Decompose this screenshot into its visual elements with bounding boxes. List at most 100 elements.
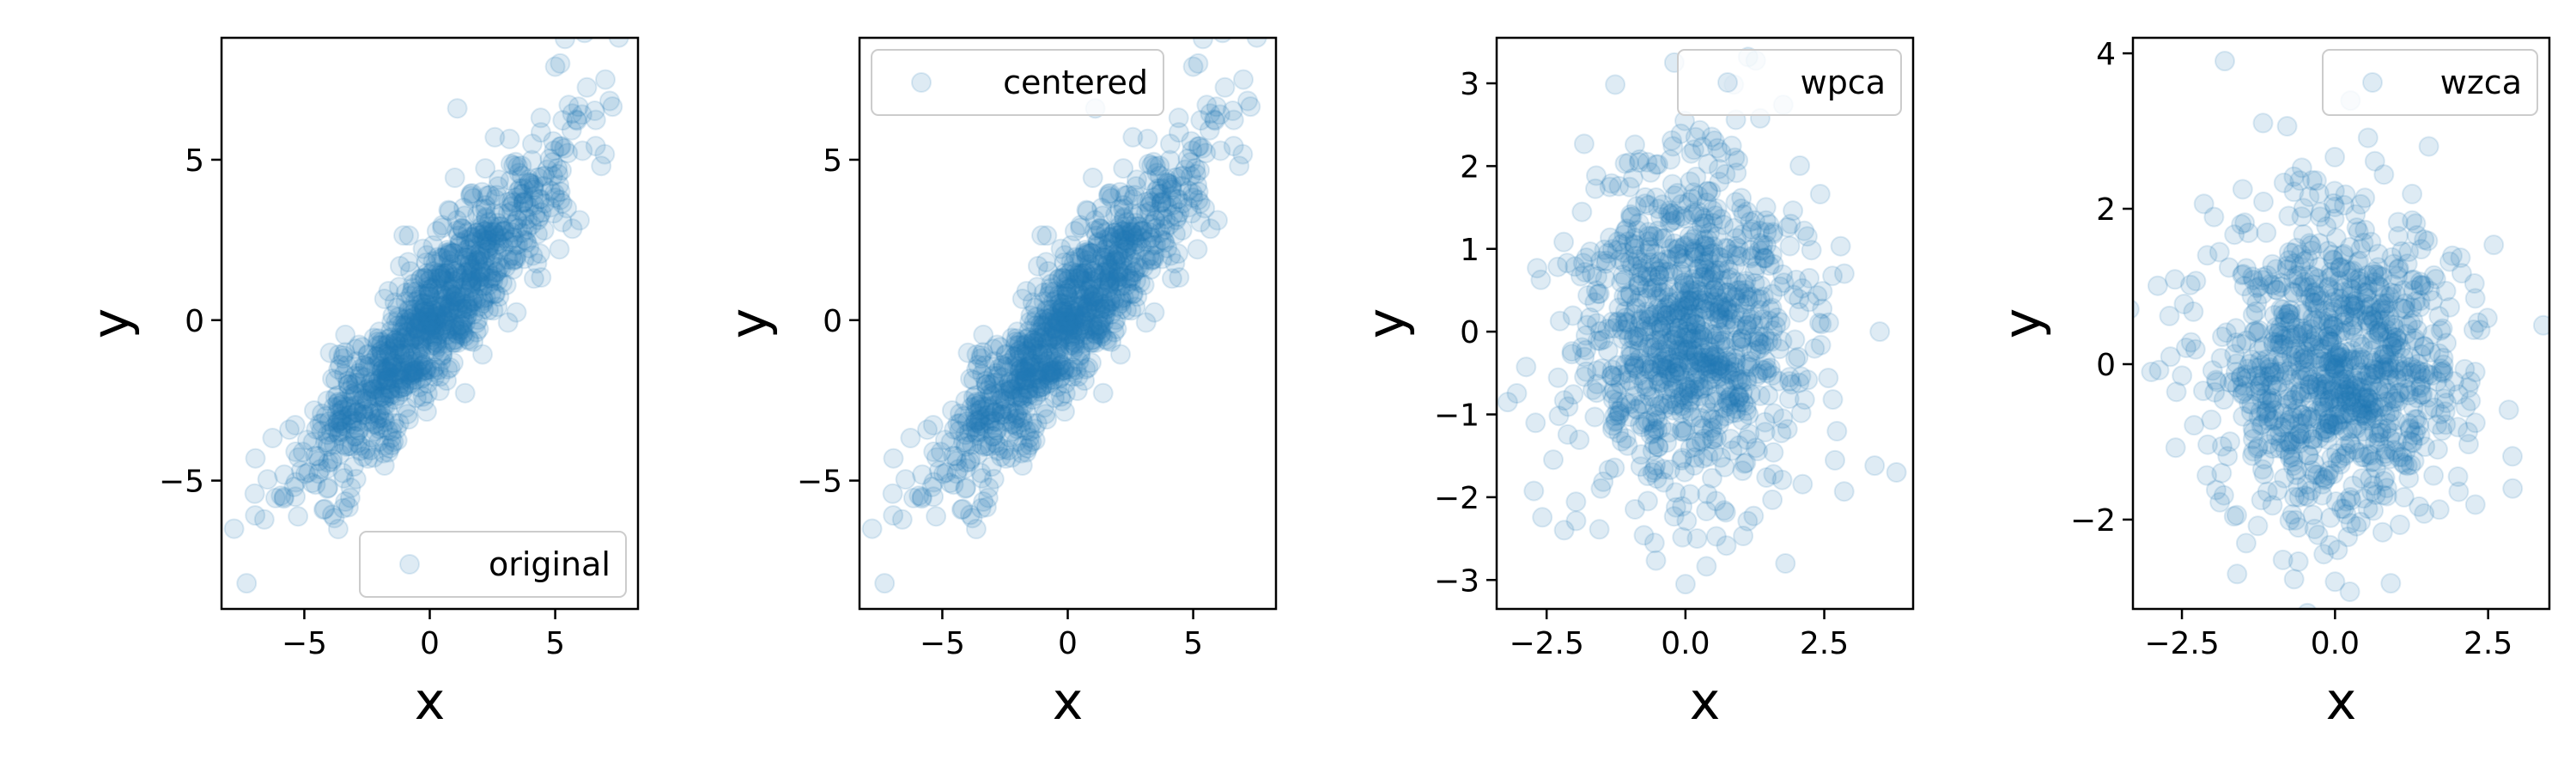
scatter-point — [2274, 328, 2295, 350]
scatter-point — [434, 288, 456, 309]
scatter-point — [2332, 277, 2354, 299]
scatter-point — [1643, 226, 1665, 247]
scatter-point — [1150, 222, 1171, 244]
scatter-point — [1532, 507, 1553, 528]
scatter-point — [1034, 361, 1055, 382]
scatter-point — [1094, 307, 1115, 328]
scatter-point — [478, 275, 500, 296]
scatter-point — [1701, 467, 1722, 489]
scatter-point — [1001, 327, 1023, 349]
scatter-point — [2306, 170, 2327, 192]
scatter-point — [2219, 372, 2240, 393]
scatter-point — [440, 259, 461, 280]
scatter-point — [1686, 343, 1707, 364]
scatter-point — [1113, 287, 1134, 308]
scatter-point — [2387, 391, 2409, 412]
scatter-point — [518, 168, 539, 190]
scatter-point — [2393, 298, 2415, 320]
scatter-point — [519, 172, 540, 193]
scatter-point — [995, 344, 1017, 366]
scatter-point — [343, 386, 365, 406]
scatter-point — [2315, 379, 2336, 400]
scatter-point — [337, 496, 359, 518]
scatter-point — [2367, 243, 2389, 265]
scatter-point — [1015, 360, 1036, 381]
scatter-point — [1113, 247, 1134, 269]
scatter-point — [328, 392, 349, 412]
scatter-point — [1085, 332, 1107, 353]
scatter-point — [380, 385, 401, 406]
scatter-point — [2250, 400, 2271, 422]
scatter-point — [2184, 415, 2205, 436]
scatter-point — [2318, 409, 2339, 430]
scatter-point — [484, 189, 506, 210]
scatter-point — [1642, 225, 1663, 247]
scatter-point — [1659, 200, 1680, 222]
scatter-point — [1690, 297, 1711, 319]
scatter-point — [1060, 335, 1081, 356]
scatter-point — [1107, 246, 1128, 267]
scatter-point — [2464, 273, 2485, 294]
scatter-point — [492, 272, 513, 294]
scatter-point — [2300, 319, 2322, 340]
scatter-point — [2304, 293, 2325, 314]
scatter-point — [1025, 385, 1047, 406]
scatter-point — [377, 328, 398, 350]
scatter-point — [972, 342, 993, 363]
scatter-point — [400, 304, 422, 326]
scatter-point — [1707, 356, 1728, 378]
scatter-point — [1671, 395, 1692, 417]
scatter-point — [1748, 240, 1770, 261]
scatter-point — [1068, 247, 1090, 269]
scatter-point — [442, 273, 464, 295]
scatter-point — [415, 307, 436, 328]
scatter-point — [1024, 429, 1046, 451]
scatter-point — [2298, 382, 2319, 404]
scatter-point — [996, 411, 1018, 432]
scatter-point — [1040, 347, 1061, 368]
scatter-point — [2373, 164, 2395, 186]
scatter-point — [439, 200, 460, 222]
y-tick-label: 1 — [1460, 233, 1479, 268]
scatter-point — [1591, 358, 1613, 380]
scatter-point — [1711, 297, 1733, 319]
scatter-point — [317, 435, 338, 457]
scatter-point — [1644, 304, 1665, 326]
scatter-point — [2372, 360, 2394, 381]
scatter-point — [1593, 471, 1614, 492]
scatter-point — [1584, 292, 1606, 313]
scatter-point — [1145, 234, 1167, 255]
scatter-point — [2241, 349, 2263, 370]
scatter-point — [1116, 275, 1138, 296]
scatter-point — [471, 219, 493, 240]
scatter-point — [1045, 328, 1066, 350]
scatter-point — [2281, 503, 2303, 525]
scatter-point — [445, 290, 466, 312]
scatter-point — [1653, 315, 1674, 337]
scatter-point — [499, 128, 520, 149]
scatter-point — [396, 361, 417, 382]
scatter-point — [1094, 239, 1115, 260]
scatter-point — [1649, 288, 1670, 309]
scatter-point — [956, 477, 977, 498]
scatter-point — [2293, 320, 2314, 342]
scatter-point — [2334, 194, 2354, 216]
scatter-point — [2251, 490, 2272, 511]
scatter-point — [1726, 162, 1747, 184]
scatter-point — [397, 374, 418, 395]
scatter-point — [1644, 396, 1666, 417]
scatter-point — [1620, 207, 1642, 228]
scatter-point — [386, 338, 407, 360]
scatter-point — [1108, 244, 1129, 265]
scatter-point — [544, 140, 565, 161]
scatter-point — [1084, 323, 1105, 344]
scatter-point — [480, 233, 501, 254]
scatter-point — [1649, 251, 1670, 272]
scatter-point — [2282, 268, 2304, 289]
scatter-point — [2369, 309, 2391, 331]
scatter-point — [511, 155, 532, 176]
scatter-point — [2433, 388, 2455, 410]
scatter-point — [1708, 361, 1729, 382]
scatter-point — [2231, 214, 2252, 235]
